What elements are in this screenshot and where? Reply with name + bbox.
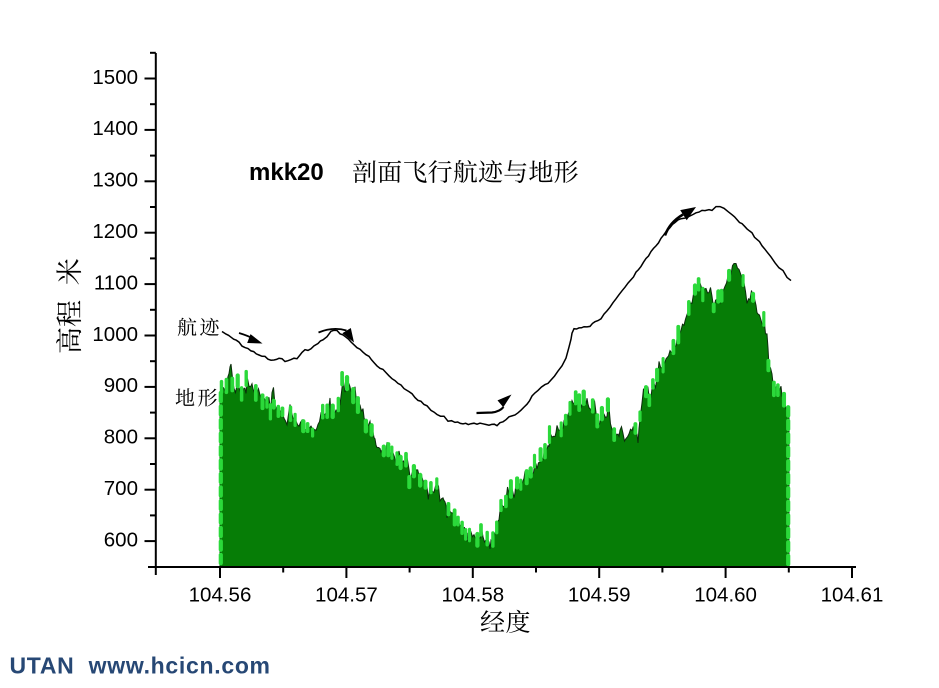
svg-text:1500: 1500 (92, 66, 138, 89)
svg-text:mkk20: mkk20 (249, 159, 324, 186)
svg-text:104.58: 104.58 (441, 584, 504, 607)
svg-text:104.59: 104.59 (568, 584, 631, 607)
svg-text:700: 700 (104, 477, 138, 500)
svg-text:104.61: 104.61 (821, 584, 884, 607)
svg-text:1000: 1000 (92, 323, 138, 346)
svg-text:1200: 1200 (92, 220, 138, 243)
svg-text:104.57: 104.57 (315, 584, 378, 607)
svg-text:UTAN www.hcicn.com: UTAN www.hcicn.com (10, 653, 271, 679)
svg-text:1400: 1400 (92, 117, 138, 140)
svg-text:900: 900 (104, 374, 138, 397)
svg-text:1300: 1300 (92, 169, 138, 192)
svg-text:800: 800 (104, 426, 138, 449)
svg-text:600: 600 (104, 528, 138, 551)
svg-text:1100: 1100 (94, 271, 138, 294)
svg-text:104.60: 104.60 (694, 584, 757, 607)
svg-text:104.56: 104.56 (189, 584, 252, 607)
